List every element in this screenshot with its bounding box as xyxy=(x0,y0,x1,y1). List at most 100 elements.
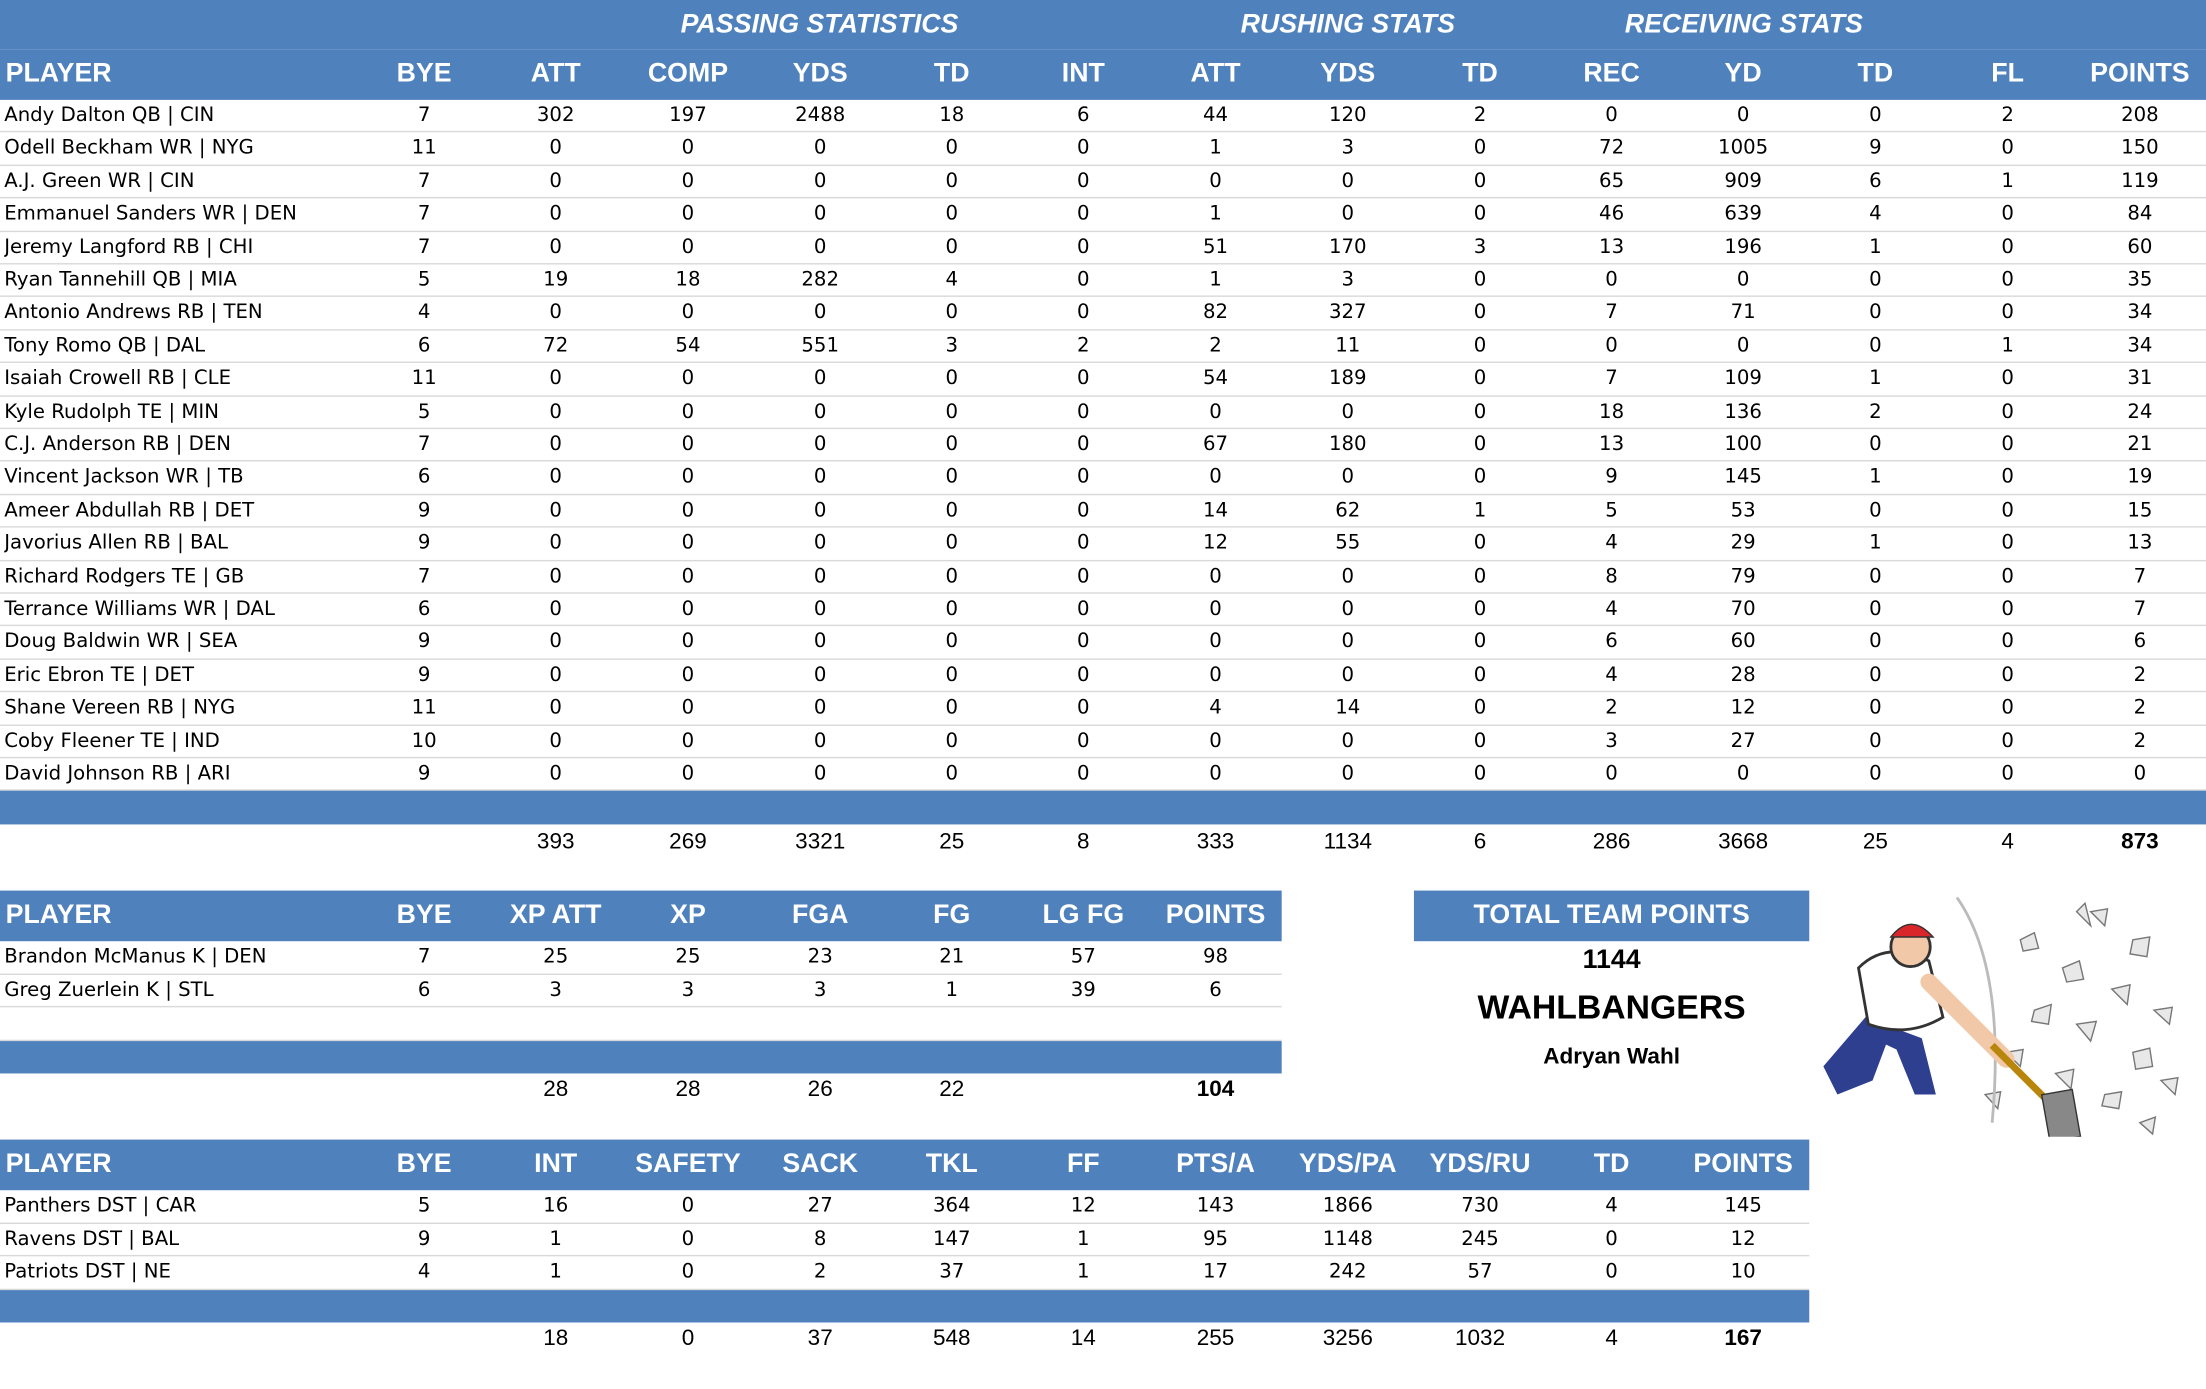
stat-cell: 54 xyxy=(675,334,701,358)
stat-cell: 7 xyxy=(2133,597,2147,621)
header-band xyxy=(0,49,2206,100)
stat-cell: 0 xyxy=(1209,630,1222,654)
total-cell: 548 xyxy=(932,1325,971,1350)
player-name: Doug Baldwin WR | SEA xyxy=(4,630,238,654)
stat-cell: 0 xyxy=(1077,564,1090,588)
stat-cell: 13 xyxy=(1599,433,1625,456)
stat-cell: 21 xyxy=(2127,433,2153,456)
stat-cell: 0 xyxy=(813,169,827,193)
stat-cell: 0 xyxy=(1077,597,1090,621)
stat-cell: 70 xyxy=(1730,597,1756,621)
row-line xyxy=(0,394,2206,397)
row-line xyxy=(0,493,2206,495)
stat-cell: 53 xyxy=(1730,499,1756,522)
stat-cell: 0 xyxy=(1473,400,1487,423)
player-name: Brandon McManus K | DEN xyxy=(4,945,267,968)
stat-cell: 4 xyxy=(417,1260,431,1284)
row-line xyxy=(0,427,2206,430)
stat-cell: 0 xyxy=(1341,597,1355,621)
stat-cell: 0 xyxy=(1473,367,1487,390)
stat-cell: 0 xyxy=(1209,729,1222,753)
stat-cell: 0 xyxy=(945,499,959,522)
row-line xyxy=(0,131,2206,133)
stat-cell: 0 xyxy=(945,630,959,654)
stat-cell: 0 xyxy=(945,696,959,720)
stat-cell: 0 xyxy=(1473,301,1487,325)
stat-cell: 0 xyxy=(549,729,562,753)
stat-cell: 7 xyxy=(417,433,431,456)
stat-cell: 730 xyxy=(1461,1194,1499,1217)
stat-cell: 0 xyxy=(549,696,562,720)
stat-cell: 6 xyxy=(417,466,431,489)
column-header: TD xyxy=(1593,1149,1630,1179)
stat-cell: 147 xyxy=(932,1227,971,1251)
stat-cell: 28 xyxy=(1730,663,1756,687)
column-header: YD xyxy=(1724,59,1762,89)
stat-cell: 0 xyxy=(2001,696,2014,720)
stat-cell: 6 xyxy=(417,597,431,621)
stat-cell: 11 xyxy=(1335,334,1361,358)
stat-cell: 0 xyxy=(1077,762,1090,786)
stat-cell: 6 xyxy=(2133,630,2147,654)
stat-cell: 0 xyxy=(945,433,959,456)
stat-cell: 0 xyxy=(1077,663,1090,687)
stat-cell: 25 xyxy=(543,945,569,968)
divider-band xyxy=(0,1040,1282,1073)
stat-cell: 145 xyxy=(1724,1194,1762,1217)
stat-cell: 72 xyxy=(543,334,569,358)
stat-cell: 25 xyxy=(675,945,701,968)
total-cell: 6 xyxy=(1473,830,1487,855)
player-name: David Johnson RB | ARI xyxy=(4,762,231,786)
stat-cell: 0 xyxy=(813,367,827,390)
stat-cell: 0 xyxy=(813,630,827,654)
stat-cell: 46 xyxy=(1599,202,1625,226)
stat-cell: 0 xyxy=(1605,268,1618,292)
stat-cell: 31 xyxy=(2127,367,2153,390)
stat-cell: 98 xyxy=(1203,945,1229,968)
mascot-illustration xyxy=(1823,896,2179,1137)
stat-cell: 0 xyxy=(1077,696,1090,720)
stat-cell: 0 xyxy=(2001,235,2014,259)
stat-cell: 16 xyxy=(543,1194,569,1217)
stat-cell: 7 xyxy=(417,564,431,588)
stat-cell: 0 xyxy=(1077,235,1090,259)
stat-cell: 0 xyxy=(1869,499,1882,522)
team-name: WAHLBANGERS xyxy=(1477,989,1746,1028)
stat-cell: 100 xyxy=(1724,433,1762,456)
stat-cell: 302 xyxy=(536,104,575,127)
stat-cell: 7 xyxy=(1605,301,1618,325)
player-name: Odell Beckham WR | NYG xyxy=(4,137,254,160)
total-cell: 3256 xyxy=(1322,1325,1373,1350)
column-header: YDS xyxy=(792,59,848,89)
stat-cell: 143 xyxy=(1196,1194,1235,1217)
stat-cell: 0 xyxy=(549,169,562,193)
stat-cell: 0 xyxy=(1473,466,1487,489)
stat-cell: 364 xyxy=(932,1194,971,1217)
column-header: XP ATT xyxy=(509,900,602,930)
stat-cell: 3 xyxy=(1341,137,1355,160)
stat-cell: 0 xyxy=(1473,663,1487,687)
column-header: SAFETY xyxy=(635,1149,741,1179)
row-line xyxy=(0,460,2206,463)
stat-cell: 19 xyxy=(2127,466,2153,489)
stat-cell: 208 xyxy=(2121,104,2159,127)
stat-cell: 4 xyxy=(1605,597,1618,621)
player-name: Coby Fleener TE | IND xyxy=(4,729,220,753)
stat-cell: 0 xyxy=(681,630,695,654)
player-name: Isaiah Crowell RB | CLE xyxy=(4,367,232,390)
stat-cell: 0 xyxy=(549,532,562,555)
team-owner: Adryan Wahl xyxy=(1543,1045,1680,1070)
stat-cell: 0 xyxy=(813,433,827,456)
stat-cell: 4 xyxy=(945,268,959,292)
stat-cell: 4 xyxy=(1605,1194,1618,1217)
stat-cell: 10 xyxy=(411,729,437,753)
stat-cell: 1005 xyxy=(1718,137,1769,160)
row-line xyxy=(0,1005,1282,1008)
player-name: Ravens DST | BAL xyxy=(4,1227,180,1251)
total-cell: 286 xyxy=(1592,830,1631,855)
team-points: 1144 xyxy=(1582,945,1641,975)
stat-cell: 0 xyxy=(1473,630,1487,654)
stat-cell: 62 xyxy=(1335,499,1361,522)
stat-cell: 9 xyxy=(1869,137,1882,160)
